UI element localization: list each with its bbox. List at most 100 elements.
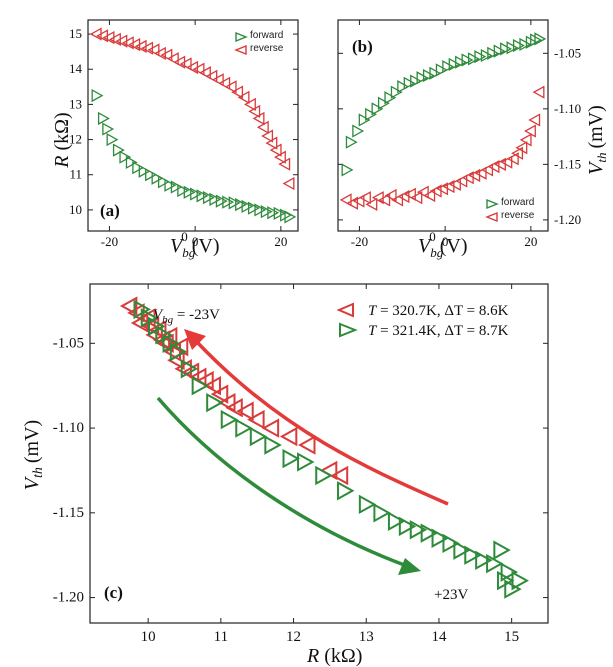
data-point <box>345 135 358 149</box>
data-point <box>261 129 274 143</box>
panel-b-ylabel-unit: (mV) <box>585 105 607 148</box>
panel-a: -20 0 20 10 11 12 13 14 15 (a) forward reverse R… <box>51 19 299 260</box>
legend-320K-rest: = 320.7K, ΔT = 8.6K <box>376 303 508 319</box>
data-point <box>530 33 542 47</box>
data-point <box>119 296 138 316</box>
data-point <box>267 206 280 220</box>
data-point <box>448 57 461 72</box>
data-point <box>91 89 104 103</box>
y-tick-label: 12 <box>69 132 82 147</box>
data-point <box>500 155 513 169</box>
data-point <box>461 53 474 67</box>
data-point <box>330 465 349 486</box>
data-point <box>298 435 316 455</box>
panel-c-ylabel-sub: th <box>31 467 46 478</box>
data-point <box>431 528 450 548</box>
x-tick-label: 14 <box>431 629 447 645</box>
x-tick-label: 0 <box>442 234 449 249</box>
panel-b-xlabel-sub: bg <box>430 245 444 260</box>
panel-b-xlabel: Vbg0 (V) <box>418 229 467 260</box>
legend-marker-321K <box>339 322 358 338</box>
y-tick-label: 10 <box>69 202 82 217</box>
data-point <box>157 175 170 189</box>
data-point <box>249 426 268 447</box>
data-point <box>359 191 371 205</box>
data-point <box>373 503 391 523</box>
panel-a-xlabel-unit: (V) <box>192 235 220 257</box>
data-point <box>423 188 436 203</box>
data-point <box>506 41 519 55</box>
data-point <box>486 553 504 574</box>
data-point <box>248 104 261 119</box>
data-point <box>391 193 404 207</box>
data-point <box>210 384 229 404</box>
panel-a-legend-marker-forward <box>235 31 248 43</box>
panel-c-label: (c) <box>104 583 123 602</box>
y-tick-label: 13 <box>69 96 82 111</box>
data-point <box>377 96 390 110</box>
data-point <box>125 155 138 170</box>
data-point <box>215 194 228 208</box>
data-point <box>169 342 188 362</box>
data-point <box>378 193 391 207</box>
legend-label-320K: T = 320.7K, ΔT = 8.6K <box>368 303 509 319</box>
data-point <box>166 52 179 66</box>
panel-a-xlabel-main: V <box>170 235 185 257</box>
x-tick-label: 20 <box>274 234 287 249</box>
panel-c-frame <box>89 283 549 624</box>
data-point <box>190 187 202 201</box>
data-point <box>511 146 524 160</box>
data-point <box>222 195 235 209</box>
annotation-end: +23V <box>434 587 468 603</box>
data-point <box>261 418 280 438</box>
data-point <box>474 166 487 180</box>
data-point <box>352 124 365 138</box>
data-point <box>397 80 410 94</box>
annotation-start: Vbg = -23V <box>153 307 220 326</box>
data-point <box>358 494 377 515</box>
data-point <box>183 185 196 199</box>
data-point <box>365 107 377 121</box>
data-point <box>422 68 435 83</box>
data-point <box>211 73 224 87</box>
data-point <box>282 176 295 191</box>
data-point <box>384 91 397 105</box>
data-point <box>384 188 397 203</box>
x-tick-label: 12 <box>286 629 301 645</box>
data-point <box>254 203 267 217</box>
panel-a-xlabel-sup: 0 <box>181 229 188 244</box>
data-point <box>102 122 115 136</box>
panel-b-xlabel-sup: 0 <box>429 229 436 244</box>
data-point <box>387 511 406 531</box>
panel-b-legend-reverse: reverse <box>501 210 535 221</box>
data-point <box>236 401 254 421</box>
data-point <box>453 540 471 560</box>
forward-sweep-arrow <box>156 396 408 568</box>
panel-a-legend-forward: forward <box>250 30 283 41</box>
data-point <box>203 376 221 396</box>
data-point <box>528 113 541 127</box>
data-point <box>500 42 512 56</box>
data-point <box>455 174 468 188</box>
panel-a-legend-marker-reverse <box>234 44 247 56</box>
data-point <box>429 66 442 80</box>
data-point <box>410 74 422 88</box>
data-point <box>145 168 157 182</box>
data-point <box>191 376 210 396</box>
data-point <box>202 190 215 205</box>
data-point <box>278 157 291 171</box>
annotation-start-rest: = -23V <box>173 307 220 323</box>
data-point <box>524 124 536 138</box>
panel-b-label: (b) <box>352 37 373 56</box>
data-point <box>532 85 545 99</box>
y-tick-label: -1.05 <box>53 335 84 351</box>
data-point <box>493 44 506 58</box>
data-point <box>511 570 529 591</box>
data-point <box>297 452 315 472</box>
data-point <box>180 359 199 379</box>
data-point <box>225 398 243 418</box>
panel-c-xlabel-unit: (kΩ) <box>324 645 362 667</box>
panel-a-label: (a) <box>100 201 120 220</box>
data-point <box>519 133 532 147</box>
data-point <box>256 120 269 134</box>
